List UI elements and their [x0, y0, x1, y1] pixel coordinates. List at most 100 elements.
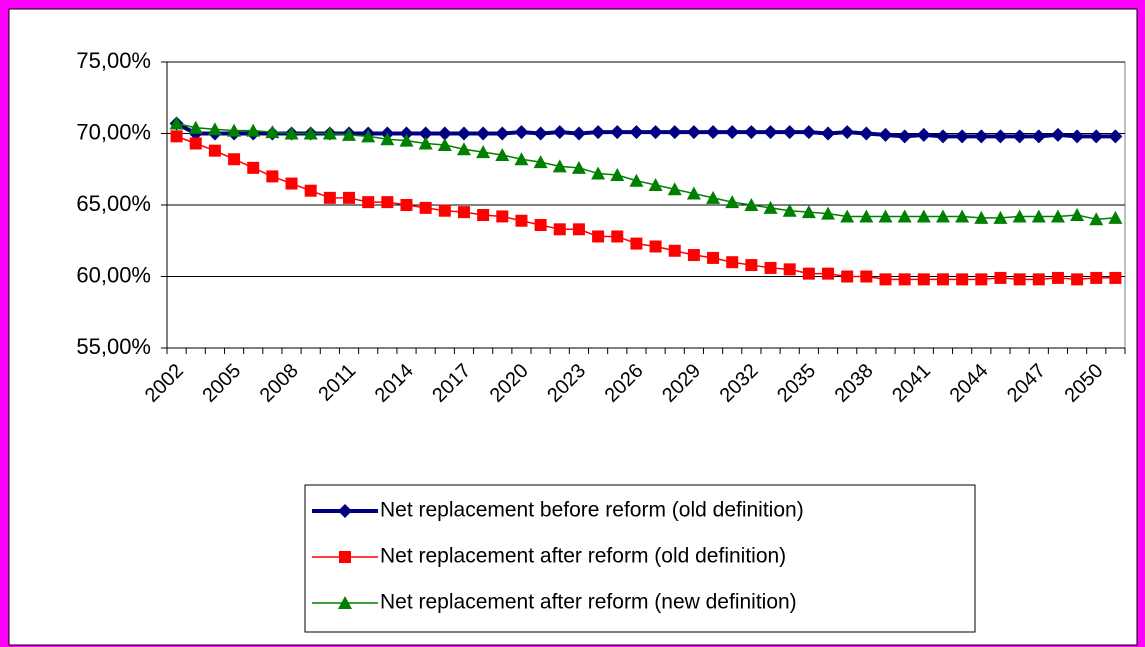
data-point [801, 205, 816, 219]
data-point [667, 125, 682, 140]
data-point [1031, 209, 1046, 223]
data-point [495, 126, 510, 141]
data-point [399, 133, 414, 147]
data-point [1050, 127, 1065, 142]
data-point [477, 209, 490, 222]
data-point [552, 125, 567, 140]
data-point [821, 126, 836, 141]
data-point [630, 237, 643, 250]
data-point [533, 126, 548, 141]
data-point [343, 191, 356, 204]
data-point [437, 137, 452, 151]
data-point [706, 125, 721, 140]
data-point [285, 177, 298, 190]
data-point [745, 259, 758, 272]
data-point [725, 195, 740, 209]
data-point [1051, 271, 1064, 284]
data-point [514, 152, 529, 166]
data-point [782, 125, 797, 140]
data-point [188, 120, 203, 134]
data-point [1031, 129, 1046, 144]
data-point [533, 155, 548, 169]
data-point [801, 125, 816, 140]
data-point [763, 125, 778, 140]
data-point [400, 199, 413, 211]
data-point [860, 270, 873, 283]
legend-label: Net replacement before reform (old defin… [380, 499, 804, 522]
data-point [744, 125, 759, 140]
data-point [764, 261, 777, 274]
data-point [284, 126, 299, 140]
y-tick-label: 75,00% [76, 48, 151, 73]
data-point [611, 230, 624, 243]
data-point [418, 126, 433, 141]
y-tick-label: 65,00% [76, 191, 151, 216]
data-point [227, 123, 242, 137]
data-point [552, 159, 567, 173]
data-point [707, 251, 720, 264]
data-point [841, 270, 854, 283]
data-point [496, 210, 509, 223]
data-point [859, 126, 874, 141]
data-point [1108, 210, 1123, 224]
data-point [380, 132, 395, 146]
data-point [993, 129, 1008, 144]
data-point [993, 210, 1008, 224]
data-point [935, 209, 950, 223]
data-point [419, 201, 432, 214]
data-point [974, 210, 989, 224]
data-point [994, 271, 1007, 284]
data-point [572, 223, 585, 236]
data-point [208, 144, 221, 157]
data-point [591, 125, 606, 140]
data-point [648, 125, 663, 140]
legend-marker [338, 596, 352, 609]
data-point [457, 206, 470, 219]
data-point [610, 167, 625, 181]
data-point [342, 127, 357, 141]
data-point [802, 267, 815, 280]
data-point [956, 273, 969, 286]
legend-box [304, 484, 976, 633]
data-point [246, 123, 261, 137]
data-point [1012, 209, 1027, 223]
data-point [495, 147, 510, 161]
data-point [897, 129, 912, 144]
data-point [456, 142, 471, 156]
data-point [955, 129, 970, 144]
legend-label: Net replacement after reform (old defini… [380, 545, 786, 568]
data-point [228, 153, 241, 166]
data-point [935, 129, 950, 144]
data-point [916, 209, 931, 223]
data-point [763, 200, 778, 214]
data-point [189, 137, 202, 150]
data-point [1071, 273, 1084, 286]
data-point [1108, 129, 1123, 144]
data-point [1089, 212, 1104, 226]
data-point [1012, 129, 1027, 144]
data-point [381, 196, 394, 209]
data-point [782, 203, 797, 217]
data-point [840, 125, 855, 140]
data-point [361, 129, 376, 143]
data-point [322, 126, 337, 140]
data-point [553, 223, 566, 236]
data-point [247, 161, 260, 174]
y-tick-label: 55,00% [76, 334, 151, 359]
data-point [456, 126, 471, 141]
data-point [726, 256, 739, 269]
data-point [821, 206, 836, 220]
data-point [898, 273, 911, 286]
data-point [878, 127, 893, 142]
data-point [648, 177, 663, 191]
data-point [266, 170, 279, 183]
data-point [571, 126, 586, 141]
data-point [955, 209, 970, 223]
data-point [916, 127, 931, 142]
data-point [323, 191, 336, 204]
data-point [629, 173, 644, 187]
data-point [610, 125, 625, 140]
data-point [207, 122, 222, 136]
data-point [418, 136, 433, 150]
